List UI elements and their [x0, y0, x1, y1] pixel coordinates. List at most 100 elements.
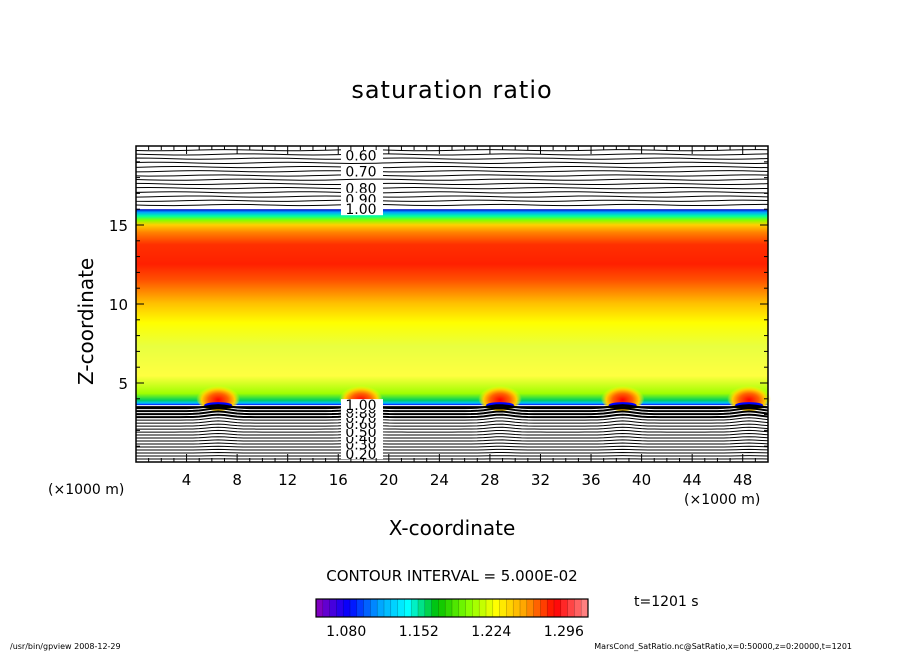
colorbar-label: 1.152: [399, 624, 439, 640]
contour-label-bg: [340, 148, 383, 162]
upper-contour-line: [135, 178, 769, 181]
upper-contour-line: [135, 149, 769, 152]
x-tick-label: 44: [683, 471, 702, 489]
contour-label-bg: [340, 418, 383, 430]
contour-label-bg: [340, 448, 383, 460]
colorbar-cell: [390, 599, 399, 617]
lower-contour-line: [136, 448, 769, 451]
contour-label-bg: [340, 164, 383, 178]
colorbar-cell: [424, 599, 433, 617]
colorbar-cell: [322, 599, 331, 617]
colorbar-cell: [499, 599, 507, 617]
upper-contour-line: [135, 191, 769, 194]
upper-contour-line: [135, 199, 769, 202]
lower-contour-line: [136, 426, 769, 430]
lower-contour-line: [136, 436, 769, 439]
lower-contour-line: [136, 429, 769, 433]
colorbar-frame: [315, 598, 589, 618]
lower-contour-line: [136, 452, 769, 454]
colorbar-cell: [540, 599, 548, 617]
upper-contour-line: [135, 182, 769, 186]
y-tick-label: 15: [109, 217, 128, 235]
colorbar-cell: [336, 599, 344, 617]
chart-title: saturation ratio: [351, 76, 553, 104]
lower-contour-line: [136, 439, 769, 442]
colorbar-cell: [370, 599, 378, 617]
lower-contour-line: [136, 423, 769, 427]
colorbar-cell: [533, 599, 541, 617]
colorbar-cell: [465, 599, 473, 617]
lower-contour-line: [136, 420, 769, 424]
contour-label-upper: 0.60: [345, 148, 376, 164]
x-tick-label: 12: [278, 471, 297, 489]
colorbar-cell: [506, 599, 514, 617]
colorbar-cell: [567, 599, 575, 617]
y-tick-label: 5: [118, 375, 128, 393]
colorbar-cell: [479, 599, 487, 617]
colorbar-cell: [554, 599, 562, 617]
lower-contour-line: [136, 442, 769, 445]
x-unit-label-right: (×1000 m): [684, 492, 761, 508]
colorbar-cell: [458, 599, 467, 617]
colorbar-label: 1.224: [471, 624, 511, 640]
contour-label-bg: [340, 202, 383, 216]
colorbar-cell: [431, 599, 439, 617]
colorbar-cell: [350, 599, 358, 617]
colorbar-cell: [547, 599, 555, 617]
x-tick-label: 48: [733, 471, 752, 489]
contour-label-lower: 0.20: [345, 447, 376, 463]
colorbar-cell: [520, 599, 528, 617]
x-tick-label: 4: [182, 471, 192, 489]
colorbar-cell: [513, 599, 521, 617]
colorbar-cell: [438, 599, 446, 617]
colorbar-cell: [486, 599, 494, 617]
contour-label-bg: [340, 425, 383, 437]
colorbar-cell: [404, 599, 412, 617]
colorbar-cell: [377, 599, 385, 617]
colorbar-cell: [397, 599, 405, 617]
upper-contour-line: [135, 187, 769, 190]
lower-contour-line: [136, 433, 769, 436]
colorbar-cell: [316, 599, 324, 617]
colorbar-label: 1.296: [544, 624, 584, 640]
saturated-layer: [136, 209, 768, 406]
colorbar-cell: [384, 599, 392, 617]
colorbar-cell: [560, 599, 569, 617]
x-tick-label: 36: [581, 471, 600, 489]
colorbar-cell: [343, 599, 351, 617]
colorbar-cell: [574, 599, 582, 617]
x-tick-label: 8: [232, 471, 242, 489]
lower-contour-line: [136, 407, 769, 413]
colorbar-cell: [356, 599, 365, 617]
upper-contour-line: [135, 170, 769, 173]
colorbar-cell: [526, 599, 535, 617]
footer-right-text: MarsCond_SatRatio.nc@SatRatio,x=0:50000,…: [594, 642, 852, 651]
lower-contour-line: [136, 417, 769, 421]
x-tick-label: 28: [480, 471, 499, 489]
contour-label-bg: [340, 432, 383, 444]
colorbar-cell: [445, 599, 453, 617]
x-tick-label: 40: [632, 471, 651, 489]
contour-label-upper: 1.00: [345, 202, 376, 218]
colorbar-cell: [492, 599, 501, 617]
colorbar-cell: [472, 599, 480, 617]
upper-contour-line: [135, 203, 769, 207]
time-label: t=1201 s: [634, 594, 699, 610]
colorbar-cell: [581, 599, 589, 617]
upper-contour-line: [135, 157, 769, 160]
colorbar-cell: [329, 599, 337, 617]
x-tick-label: 20: [379, 471, 398, 489]
upper-contour-line: [135, 161, 769, 164]
x-tick-label: 16: [329, 471, 348, 489]
colorbar-cell: [363, 599, 371, 617]
x-tick-label: 32: [531, 471, 550, 489]
contour-interval-label: CONTOUR INTERVAL = 5.000E-02: [326, 567, 578, 585]
colorbar-cell: [411, 599, 419, 617]
colorbar-cell: [418, 599, 426, 617]
x-tick-label: 24: [430, 471, 449, 489]
lower-contour-line: [136, 410, 769, 416]
lower-contour-line: [136, 445, 769, 448]
colorbar-label: 1.080: [326, 624, 366, 640]
contour-label-lower: 1.00: [345, 398, 376, 414]
